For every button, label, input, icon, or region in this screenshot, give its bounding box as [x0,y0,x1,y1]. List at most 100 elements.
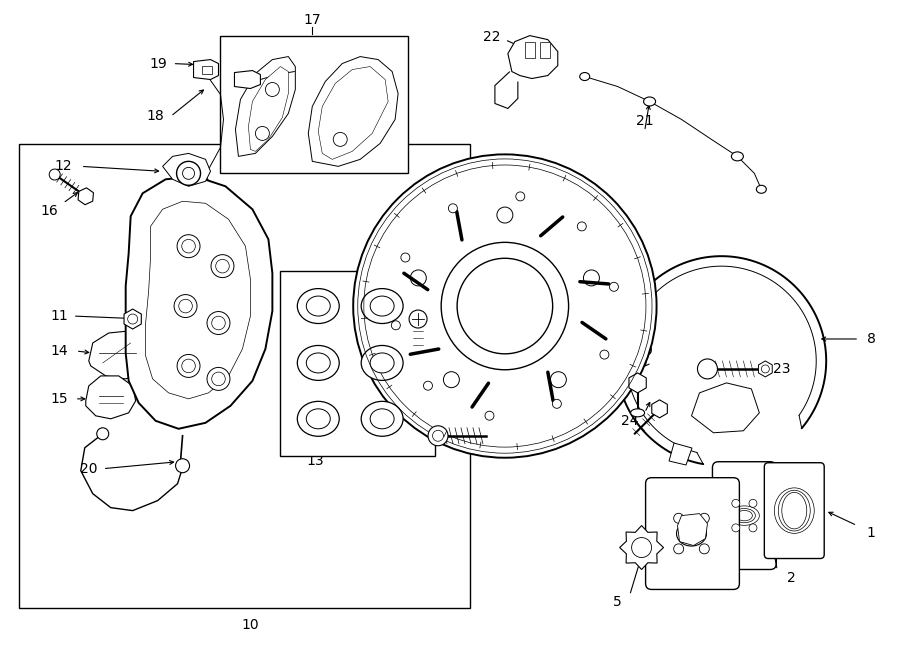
Circle shape [732,524,740,532]
Circle shape [207,311,230,334]
Ellipse shape [297,401,339,436]
Circle shape [632,537,652,557]
Polygon shape [235,71,260,89]
Circle shape [609,282,618,292]
Circle shape [128,314,138,324]
Text: 12: 12 [54,159,72,173]
Polygon shape [691,383,760,433]
Polygon shape [508,36,558,79]
Text: 10: 10 [241,619,259,633]
Circle shape [182,359,195,373]
Circle shape [216,259,230,273]
Polygon shape [669,443,692,465]
Circle shape [212,316,225,330]
Circle shape [410,310,427,328]
Ellipse shape [297,346,339,380]
Circle shape [50,169,60,180]
Polygon shape [189,177,212,204]
Circle shape [674,544,684,554]
Bar [202,65,211,73]
Polygon shape [126,176,273,429]
Circle shape [444,371,459,387]
Polygon shape [248,67,288,151]
Circle shape [410,270,427,286]
Bar [540,42,550,58]
Polygon shape [86,376,136,419]
Circle shape [732,499,740,508]
Circle shape [441,243,569,369]
Text: 2: 2 [787,572,796,586]
Bar [19,144,470,608]
FancyBboxPatch shape [764,463,824,559]
Circle shape [516,192,525,201]
Text: 21: 21 [635,114,653,128]
Text: 6: 6 [503,182,512,196]
Circle shape [176,161,201,185]
Polygon shape [319,67,388,159]
Text: 1: 1 [867,525,876,539]
Circle shape [177,235,200,258]
Polygon shape [616,256,826,464]
Circle shape [424,381,433,390]
Circle shape [577,222,586,231]
Ellipse shape [580,73,590,81]
Circle shape [353,155,657,457]
Text: 3: 3 [414,444,422,458]
Polygon shape [759,361,772,377]
Circle shape [749,524,757,532]
Circle shape [428,426,448,446]
Circle shape [551,371,566,387]
Circle shape [448,204,457,213]
Polygon shape [78,188,94,205]
Polygon shape [124,309,141,329]
Circle shape [212,372,225,385]
Text: 13: 13 [307,453,324,468]
Text: 24: 24 [621,414,638,428]
Text: 18: 18 [147,110,165,124]
FancyBboxPatch shape [713,462,777,570]
Circle shape [207,368,230,391]
Polygon shape [678,514,707,545]
Ellipse shape [306,353,330,373]
Circle shape [749,499,757,508]
Circle shape [400,253,410,262]
Ellipse shape [756,185,766,193]
Circle shape [698,359,717,379]
Text: 15: 15 [50,392,68,406]
Text: 5: 5 [613,596,622,609]
Circle shape [497,207,513,223]
Text: 19: 19 [149,57,167,71]
Circle shape [96,428,109,440]
Text: 20: 20 [80,462,97,476]
Ellipse shape [370,353,394,373]
Text: 4: 4 [647,545,656,559]
Circle shape [761,365,770,373]
Ellipse shape [677,521,706,546]
Circle shape [553,399,562,408]
Circle shape [176,459,190,473]
Circle shape [256,126,269,140]
Circle shape [600,350,609,359]
Polygon shape [146,201,250,399]
Ellipse shape [631,409,644,417]
Circle shape [674,514,684,524]
Circle shape [457,258,553,354]
Ellipse shape [306,409,330,429]
Text: 7: 7 [398,299,407,313]
Circle shape [433,430,444,442]
Circle shape [174,295,197,317]
Circle shape [182,239,195,253]
FancyBboxPatch shape [645,478,740,590]
Ellipse shape [361,346,403,380]
Ellipse shape [297,289,339,323]
Ellipse shape [306,296,330,316]
Ellipse shape [370,409,394,429]
Circle shape [333,132,347,146]
Text: 8: 8 [867,332,876,346]
Polygon shape [309,57,398,167]
Polygon shape [629,373,646,393]
Text: 14: 14 [50,344,68,358]
Ellipse shape [732,152,743,161]
Circle shape [485,411,494,420]
Text: 22: 22 [483,30,500,44]
